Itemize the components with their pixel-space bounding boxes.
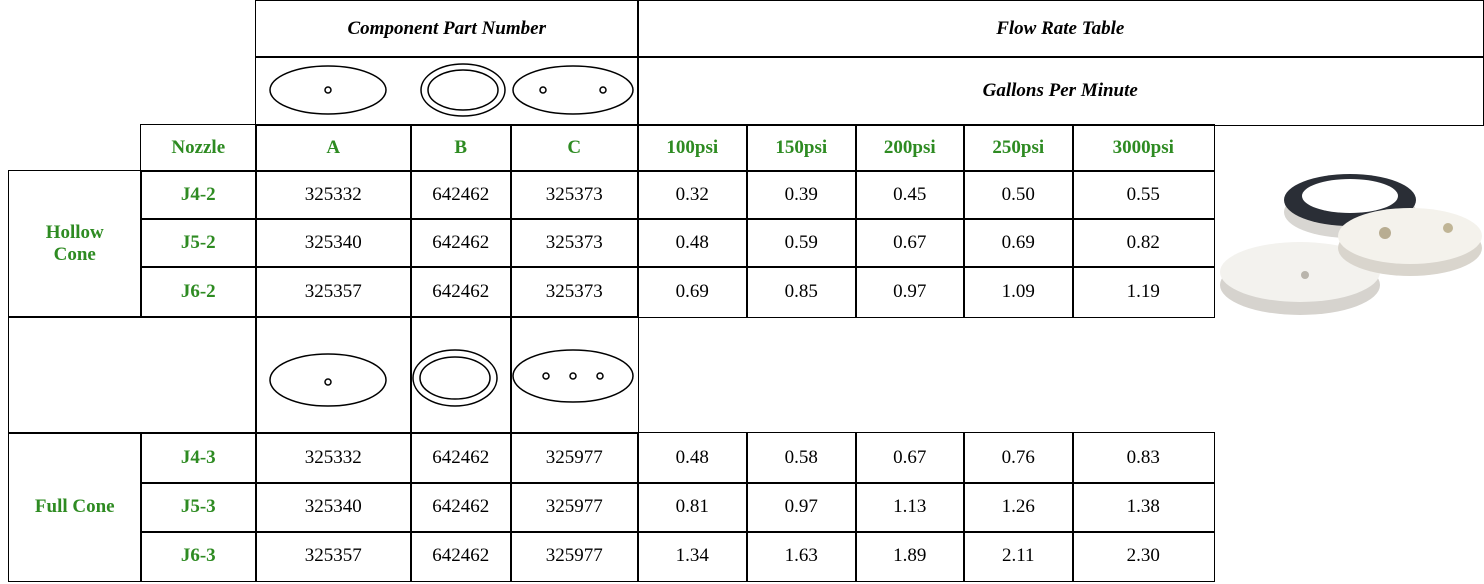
part-cell: 642462 xyxy=(410,482,512,533)
header-cell: Flow Rate Table xyxy=(637,0,1484,58)
flow-cell: 0.69 xyxy=(637,266,748,318)
icon-cell xyxy=(255,316,412,434)
product-photo xyxy=(1220,174,1482,315)
flow-cell: 0.39 xyxy=(746,170,857,220)
flow-cell: 1.89 xyxy=(855,531,965,582)
part-cell: 642462 xyxy=(410,170,512,220)
flow-cell: 1.38 xyxy=(1072,482,1215,533)
column-header: 200psi xyxy=(855,124,965,172)
column-header: C xyxy=(510,124,639,172)
part-cell: 325977 xyxy=(510,482,639,533)
blank-cell xyxy=(8,316,257,434)
column-header: A xyxy=(255,124,412,172)
flow-cell: 0.59 xyxy=(746,218,857,268)
nozzle-cell: J5-3 xyxy=(140,482,257,533)
group-label: Hollow Cone xyxy=(8,170,142,318)
nozzle-cell: J6-3 xyxy=(140,531,257,582)
part-cell: 325373 xyxy=(510,266,639,318)
flow-cell: 0.48 xyxy=(637,218,748,268)
flow-cell: 0.97 xyxy=(855,266,965,318)
flow-cell: 0.97 xyxy=(746,482,857,533)
column-header: Nozzle xyxy=(140,124,257,172)
part-cell: 325332 xyxy=(255,170,412,220)
flow-cell: 0.76 xyxy=(963,432,1074,484)
part-cell: 325340 xyxy=(255,218,412,268)
flow-cell: 0.83 xyxy=(1072,432,1215,484)
part-cell: 325357 xyxy=(255,531,412,582)
flow-cell: 0.67 xyxy=(855,432,965,484)
part-cell: 325373 xyxy=(510,218,639,268)
nozzle-cell: J5-2 xyxy=(140,218,257,268)
flow-cell: 0.32 xyxy=(637,170,748,220)
part-cell: 325373 xyxy=(510,170,639,220)
column-header: 100psi xyxy=(637,124,748,172)
flow-cell: 0.45 xyxy=(855,170,965,220)
flow-cell: 1.09 xyxy=(963,266,1074,318)
column-header: 250psi xyxy=(963,124,1074,172)
flow-cell: 0.85 xyxy=(746,266,857,318)
part-cell: 642462 xyxy=(410,218,512,268)
flow-cell: 1.63 xyxy=(746,531,857,582)
flow-cell: 0.69 xyxy=(963,218,1074,268)
nozzle-cell: J6-2 xyxy=(140,266,257,318)
flow-cell: 0.48 xyxy=(637,432,748,484)
header-cell: Gallons Per Minute xyxy=(637,56,1484,126)
flow-cell: 0.58 xyxy=(746,432,857,484)
icon-cell xyxy=(510,316,639,434)
flow-cell: 0.81 xyxy=(637,482,748,533)
hollow-cone-icons xyxy=(269,63,634,117)
flow-cell: 0.55 xyxy=(1072,170,1215,220)
flow-cell: 1.26 xyxy=(963,482,1074,533)
nozzle-cell: J4-2 xyxy=(140,170,257,220)
icon-cell xyxy=(255,56,639,126)
column-header: 150psi xyxy=(746,124,857,172)
column-header: B xyxy=(410,124,512,172)
flow-cell: 1.34 xyxy=(637,531,748,582)
flow-cell: 1.19 xyxy=(1072,266,1215,318)
flow-cell: 0.67 xyxy=(855,218,965,268)
part-cell: 325977 xyxy=(510,531,639,582)
flow-cell: 2.11 xyxy=(963,531,1074,582)
part-cell: 642462 xyxy=(410,432,512,484)
header-cell: Component Part Number xyxy=(255,0,639,58)
group-label: Full Cone xyxy=(8,432,142,582)
part-cell: 642462 xyxy=(410,266,512,318)
column-header: 3000psi xyxy=(1072,124,1215,172)
nozzle-cell: J4-3 xyxy=(140,432,257,484)
part-cell: 325332 xyxy=(255,432,412,484)
flow-cell: 2.30 xyxy=(1072,531,1215,582)
part-cell: 325340 xyxy=(255,482,412,533)
part-cell: 325977 xyxy=(510,432,639,484)
icon-cell xyxy=(410,316,512,434)
flow-cell: 1.13 xyxy=(855,482,965,533)
flow-cell: 0.50 xyxy=(963,170,1074,220)
part-cell: 642462 xyxy=(410,531,512,582)
full-cone-icons xyxy=(269,349,634,407)
flow-cell: 0.82 xyxy=(1072,218,1215,268)
part-cell: 325357 xyxy=(255,266,412,318)
